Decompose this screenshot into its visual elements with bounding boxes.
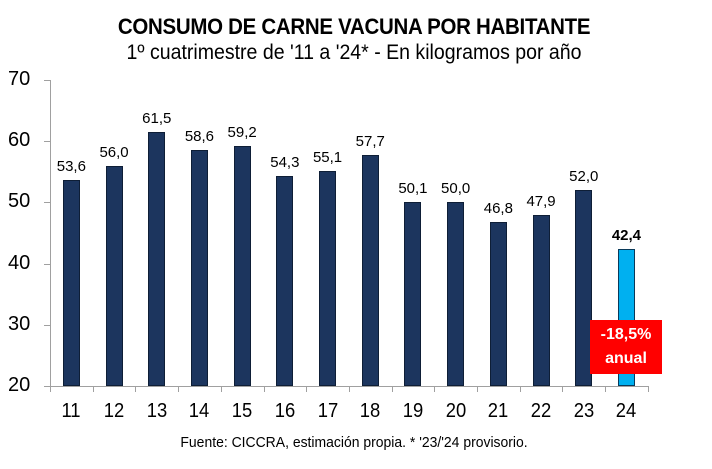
bar-value-label: 55,1 bbox=[312, 149, 343, 167]
y-tick-label: 70 bbox=[8, 68, 31, 90]
x-tick-label: 23 bbox=[573, 400, 594, 422]
x-tick-label: 24 bbox=[616, 400, 637, 422]
x-tick-label: 18 bbox=[360, 400, 381, 422]
x-tick bbox=[519, 386, 521, 392]
x-tick bbox=[391, 386, 393, 392]
bar-23 bbox=[575, 190, 593, 386]
bar-value-label: 50,0 bbox=[441, 180, 471, 198]
y-tick bbox=[44, 141, 50, 143]
x-tick-label: 11 bbox=[61, 400, 81, 422]
bar-12 bbox=[105, 165, 123, 386]
chart-subtitle: 1º cuatrimestre de '11 a '24* - En kilog… bbox=[126, 41, 582, 64]
callout-label: anual bbox=[605, 350, 647, 367]
x-tick bbox=[178, 386, 180, 392]
x-tick bbox=[477, 386, 478, 392]
x-tick bbox=[92, 386, 94, 392]
y-tick-label: 40 bbox=[8, 251, 31, 274]
bar-15 bbox=[233, 146, 251, 386]
bar-value-label: 61,5 bbox=[142, 110, 172, 128]
bar-17 bbox=[319, 171, 337, 386]
x-tick-label: 13 bbox=[146, 400, 167, 422]
bar-20 bbox=[447, 202, 465, 386]
bar-value-label: 56,0 bbox=[99, 143, 129, 161]
bar-value-label: 57,7 bbox=[355, 133, 385, 151]
x-tick-label: 21 bbox=[488, 400, 509, 422]
y-tick-label: 20 bbox=[8, 374, 31, 396]
x-tick-label: 15 bbox=[231, 400, 253, 422]
y-tick bbox=[44, 202, 50, 204]
bar-value-label: 59,2 bbox=[227, 124, 257, 142]
bar-13 bbox=[148, 132, 166, 386]
x-tick bbox=[220, 386, 222, 392]
x-tick bbox=[306, 386, 308, 392]
x-tick bbox=[434, 386, 436, 392]
bar-16 bbox=[276, 176, 294, 386]
chart-title: CONSUMO DE CARNE VACUNA POR HABITANTE bbox=[117, 14, 591, 39]
x-tick bbox=[562, 386, 564, 392]
x-tick-label: 22 bbox=[530, 400, 552, 422]
bar-value-label: 53,6 bbox=[56, 158, 86, 176]
bar-11 bbox=[62, 180, 80, 386]
y-tick-label: 30 bbox=[8, 312, 31, 335]
x-tick-label: 19 bbox=[402, 400, 424, 422]
bar-21 bbox=[489, 221, 507, 386]
y-axis bbox=[50, 80, 51, 387]
x-tick bbox=[647, 386, 649, 392]
callout-percent: -18,5% bbox=[600, 326, 652, 343]
y-tick-label: 60 bbox=[8, 129, 31, 152]
bar-18 bbox=[361, 155, 379, 386]
y-tick bbox=[44, 80, 50, 81]
x-tick bbox=[605, 386, 607, 392]
bar-value-label: 58,6 bbox=[184, 127, 215, 145]
bar-value-label: 50,1 bbox=[398, 179, 428, 197]
x-tick-label: 14 bbox=[189, 400, 210, 422]
source-footnote: Fuente: CICCRA, estimación propia. * '23… bbox=[180, 434, 528, 451]
x-axis bbox=[44, 386, 648, 387]
bar-value-label: 42,4 bbox=[611, 226, 642, 244]
x-tick bbox=[50, 386, 51, 392]
x-tick bbox=[348, 386, 350, 392]
y-tick bbox=[44, 386, 50, 387]
bar-value-label: 47,9 bbox=[526, 193, 556, 211]
y-tick bbox=[44, 324, 50, 326]
x-tick-label: 12 bbox=[103, 400, 125, 422]
annual-change-callout: -18,5% anual bbox=[590, 320, 662, 374]
bar-14 bbox=[190, 149, 208, 386]
bar-value-label: 52,0 bbox=[569, 168, 599, 186]
bar-value-label: 46,8 bbox=[483, 199, 513, 217]
x-tick-label: 16 bbox=[274, 400, 296, 422]
x-tick-label: 20 bbox=[445, 400, 466, 422]
x-tick-label: 17 bbox=[317, 400, 338, 422]
y-tick bbox=[44, 263, 50, 265]
bar-value-label: 54,3 bbox=[270, 154, 300, 172]
bar-22 bbox=[532, 215, 550, 386]
bar-19 bbox=[404, 201, 422, 386]
x-tick bbox=[135, 386, 137, 392]
y-tick-label: 50 bbox=[8, 190, 31, 213]
x-tick bbox=[263, 386, 265, 392]
